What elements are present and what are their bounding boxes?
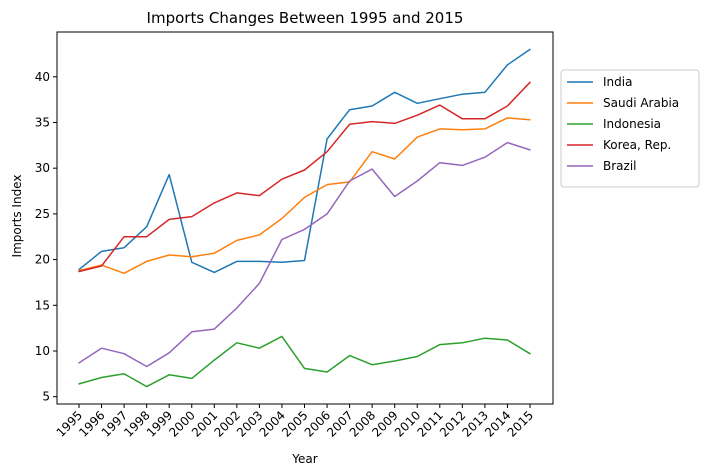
y-tick-label: 40	[35, 70, 50, 84]
chart-title: Imports Changes Between 1995 and 2015	[147, 9, 464, 27]
series-line-indonesia	[78, 335, 531, 388]
y-tick-label: 20	[35, 253, 50, 267]
series-line-india	[78, 48, 531, 274]
legend: India Saudi Arabia Indonesia Korea, Rep. Bra…	[560, 69, 700, 188]
legend-label: Saudi Arabia	[603, 96, 679, 110]
plot-frame	[56, 31, 554, 405]
legend-box	[560, 69, 700, 188]
y-tick-label: 5	[42, 390, 50, 404]
legend-entry: India	[567, 75, 632, 89]
series-line-brazil	[78, 141, 531, 368]
legend-entry: Korea, Rep.	[567, 138, 671, 152]
legend-entry: Saudi Arabia	[567, 96, 679, 110]
y-tick-label: 25	[35, 207, 50, 221]
y-tick-label: 35	[35, 115, 50, 129]
legend-label: Brazil	[603, 159, 637, 173]
y-tick-label: 30	[35, 161, 50, 175]
x-tick-label: 2015	[505, 408, 536, 439]
series-line-saudi-arabia	[78, 117, 531, 275]
y-tick-label: 10	[35, 344, 50, 358]
series-line-korea-rep	[78, 81, 531, 273]
y-tick-label: 15	[35, 298, 50, 312]
x-axis-label: Year	[291, 452, 317, 466]
legend-entry: Brazil	[567, 159, 637, 173]
legend-label: Indonesia	[603, 117, 661, 131]
legend-label: Korea, Rep.	[603, 138, 671, 152]
legend-entry: Indonesia	[567, 117, 661, 131]
legend-label: India	[603, 75, 632, 89]
plot-area: 1995199619971998199920002001200220032004…	[35, 31, 554, 440]
y-axis-label: Imports Index	[10, 175, 24, 258]
